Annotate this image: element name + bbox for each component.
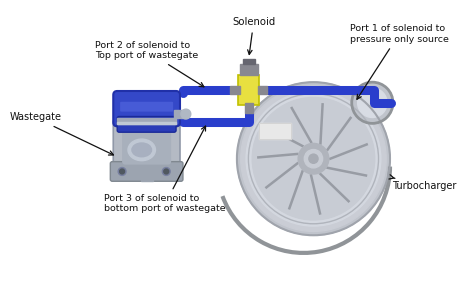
Text: Wastegate: Wastegate <box>9 113 113 155</box>
Circle shape <box>237 82 390 235</box>
Text: Solenoid: Solenoid <box>232 18 275 55</box>
Text: Port 1 of solenoid to
pressure only source: Port 1 of solenoid to pressure only sour… <box>350 24 449 99</box>
Bar <box>230 86 240 94</box>
FancyBboxPatch shape <box>120 102 173 112</box>
FancyBboxPatch shape <box>122 129 171 165</box>
Circle shape <box>309 154 318 163</box>
Bar <box>259 123 291 139</box>
FancyBboxPatch shape <box>113 119 180 170</box>
Circle shape <box>119 169 125 174</box>
FancyBboxPatch shape <box>113 91 180 126</box>
Circle shape <box>241 86 386 231</box>
Circle shape <box>246 91 381 226</box>
Ellipse shape <box>132 143 152 157</box>
FancyBboxPatch shape <box>238 75 259 105</box>
Bar <box>243 59 255 63</box>
Bar <box>245 103 253 113</box>
Circle shape <box>162 168 170 175</box>
Bar <box>117 122 176 124</box>
Bar <box>257 86 267 94</box>
Bar <box>141 173 153 181</box>
FancyBboxPatch shape <box>117 117 176 132</box>
Circle shape <box>252 98 374 220</box>
Circle shape <box>181 109 191 119</box>
Circle shape <box>118 168 126 175</box>
Circle shape <box>304 150 323 168</box>
Bar <box>240 63 257 75</box>
Circle shape <box>353 83 392 122</box>
Circle shape <box>298 144 329 174</box>
Circle shape <box>357 88 387 117</box>
Bar <box>117 119 176 124</box>
Text: Port 2 of solenoid to
Top port of wastegate: Port 2 of solenoid to Top port of wasteg… <box>95 41 204 87</box>
Circle shape <box>164 169 169 174</box>
FancyBboxPatch shape <box>110 162 183 181</box>
Bar <box>259 123 291 139</box>
Ellipse shape <box>128 139 155 161</box>
Text: Port 3 of solenoid to
bottom port of wastegate: Port 3 of solenoid to bottom port of was… <box>104 126 226 214</box>
Bar <box>174 110 186 119</box>
Text: Turbocharger: Turbocharger <box>389 175 456 191</box>
